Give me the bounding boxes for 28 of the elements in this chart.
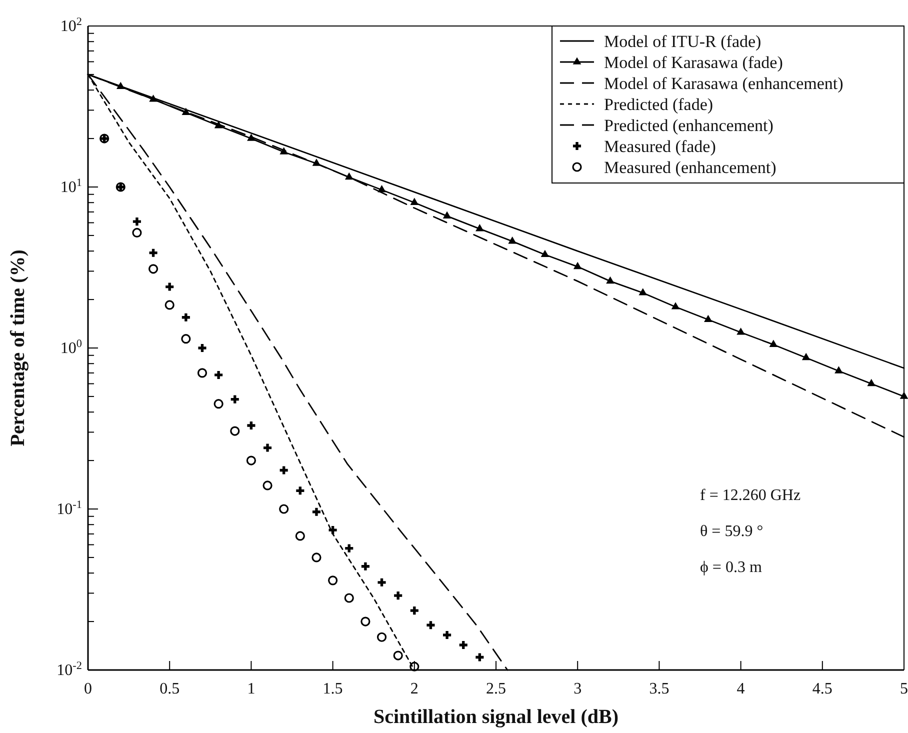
y-axis-title: Percentage of time (%) [7, 250, 29, 446]
legend-label: Model of Karasawa (fade) [604, 53, 783, 72]
y-tick-label: 10$^{1}$ [60, 177, 82, 196]
annotation: ϕ = 0.3 m [700, 559, 762, 576]
y-tick-label: 10$^{2}$ [60, 16, 82, 36]
legend-label: Measured (fade) [604, 137, 716, 156]
legend-label: Predicted (fade) [604, 95, 714, 114]
legend-label: Model of ITU-R (fade) [604, 32, 762, 51]
legend-label: Measured (enhancement) [604, 158, 776, 177]
y-tick-label: 10$^{-2}$ [56, 660, 82, 680]
y-tick-label: 10$^{0}$ [60, 338, 82, 358]
x-tick-label: 4.5 [812, 680, 832, 698]
x-tick-label: 0.5 [160, 680, 180, 698]
x-tick-label: 0 [84, 680, 92, 698]
legend-label: Model of Karasawa (enhancement) [604, 74, 844, 93]
legend-label: Predicted (enhancement) [604, 116, 774, 135]
x-axis-title: Scintillation signal level (dB) [373, 706, 619, 728]
x-tick-label: 1 [247, 680, 256, 698]
x-tick-label: 3.5 [649, 680, 670, 698]
x-tick-label: 2.5 [486, 680, 506, 698]
x-tick-label: 1.5 [322, 680, 343, 698]
x-tick-label: 3 [574, 680, 582, 698]
annotation: θ = 59.9 ° [700, 523, 764, 540]
x-tick-label: 2 [410, 680, 418, 698]
x-tick-label: 5 [900, 680, 908, 698]
y-tick-label: 10$^{-1}$ [56, 499, 82, 518]
x-tick-label: 4 [736, 680, 745, 698]
annotation: f = 12.260 GHz [700, 487, 801, 504]
